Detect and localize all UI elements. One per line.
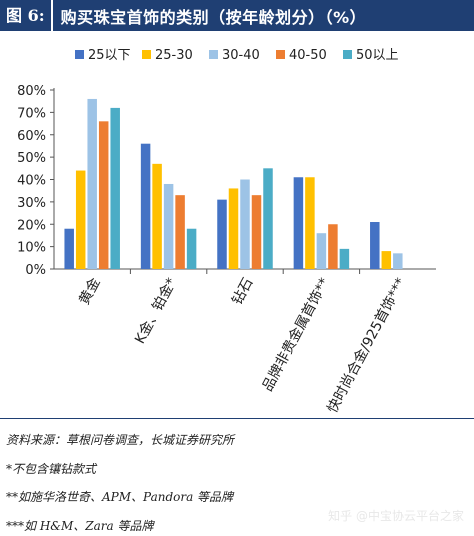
bar-1-2 [163, 183, 174, 269]
figure-title-bar: 图 6: 购买珠宝首饰的类别（按年龄划分）（%） [0, 0, 474, 31]
bar-2-1 [228, 188, 239, 269]
bar-4-1 [381, 251, 392, 269]
bar-1-1 [152, 163, 162, 269]
bar-2-0 [217, 199, 227, 269]
bar-4-2 [393, 253, 403, 269]
figure-number: 图 6: [0, 0, 53, 31]
bar-3-4 [339, 248, 350, 269]
bar-0-1 [75, 170, 86, 269]
notes-section: 资料来源：草根问卷调查，长城证券研究所 *不包含镶钻款式 **如施华洛世奇、AP… [0, 418, 474, 533]
legend-label-1: 25-30 [155, 48, 193, 63]
bar-1-0 [140, 143, 151, 269]
footnote-3: ***如 H&M、Zara 等品牌 [6, 519, 154, 533]
bar-1-3 [175, 195, 185, 269]
legend-label-3: 40-50 [289, 48, 327, 63]
x-category-label-2: 钻石 [229, 275, 256, 307]
y-tick-label: 60% [17, 129, 46, 144]
bar-0-4 [110, 107, 120, 270]
legend-label-0: 25以下 [88, 48, 131, 63]
y-tick-label: 80% [17, 84, 46, 99]
y-tick-label: 0% [25, 263, 46, 278]
footnote-2: **如施华洛世奇、APM、Pandora 等品牌 [6, 490, 234, 504]
y-tick-label: 50% [17, 151, 46, 166]
bar-0-2 [87, 98, 97, 269]
footnote-1: *不包含镶钻款式 [6, 462, 97, 476]
y-tick-label: 40% [17, 174, 46, 189]
legend-label-2: 30-40 [222, 48, 260, 63]
x-category-label-4: 快时尚合金/925首饰*** [325, 275, 410, 415]
bar-3-0 [293, 177, 304, 269]
x-category-label-0: 黄金 [76, 275, 104, 308]
legend-label-4: 50以上 [356, 48, 399, 63]
watermark: 知乎 @中宝协云平台之家 [328, 509, 464, 523]
legend-swatch-1 [142, 50, 151, 59]
bar-0-3 [98, 121, 109, 269]
legend-swatch-3 [276, 50, 285, 59]
y-tick-label: 70% [17, 106, 46, 121]
bar-2-4 [263, 168, 273, 269]
bar-chart: 25以下 25-30 30-40 40-50 50以上 0% 10% 20% 30% 40% 50%… [17, 48, 436, 416]
y-tick-label: 30% [17, 196, 46, 211]
x-category-label-3: 品牌非贵金属首饰** [259, 275, 333, 394]
bar-3-3 [328, 224, 338, 269]
bar-3-2 [316, 233, 327, 269]
legend-swatch-4 [343, 50, 352, 59]
bar-2-2 [240, 179, 250, 269]
bar-3-1 [305, 177, 315, 269]
bar-0-0 [64, 228, 74, 269]
y-tick-label: 10% [17, 241, 46, 256]
y-tick-label: 20% [17, 218, 46, 233]
bar-1-4 [186, 228, 197, 269]
figure-title: 购买珠宝首饰的类别（按年龄划分）（%） [60, 7, 367, 27]
legend-swatch-0 [75, 50, 84, 59]
bar-4-0 [370, 222, 380, 269]
source-note: 资料来源：草根问卷调查，长城证券研究所 [6, 433, 235, 447]
x-category-label-1: K金、铂金* [132, 275, 180, 346]
legend-swatch-2 [209, 50, 218, 59]
bar-2-3 [251, 195, 262, 269]
